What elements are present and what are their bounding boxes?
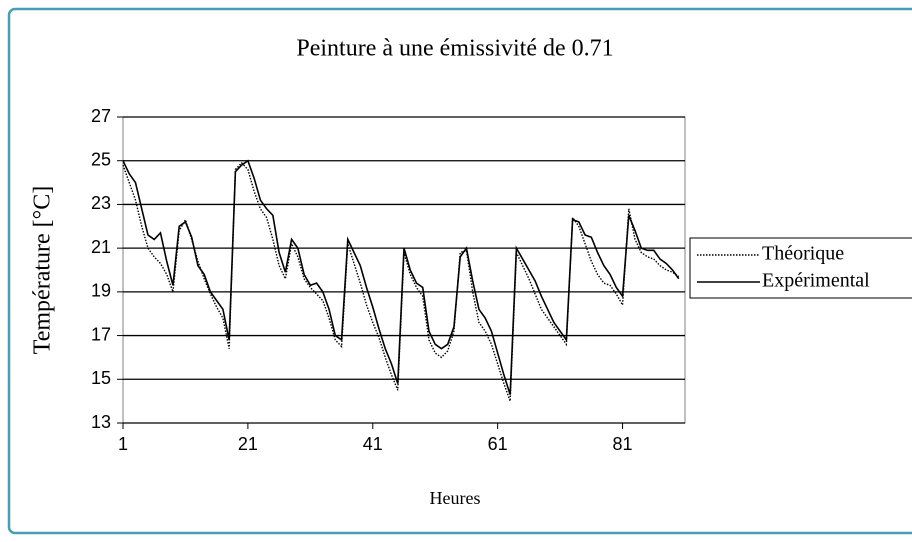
x-axis-label: Heures	[430, 488, 481, 508]
y-tick-label: 25	[91, 149, 111, 169]
y-axis-label: Température [°C]	[30, 186, 56, 355]
legend-box	[689, 237, 912, 299]
y-tick-label: 23	[91, 193, 111, 213]
legend-label: Théorique	[762, 243, 844, 265]
y-tick-label: 17	[91, 324, 111, 344]
series-line	[122, 159, 680, 395]
y-tick-label: 13	[91, 412, 111, 432]
legend-label: Expérimental	[762, 270, 870, 292]
y-tick-label: 15	[91, 368, 111, 388]
chart-title: Peinture à une émissivité de 0.71	[296, 36, 613, 62]
x-tick-label: 81	[613, 434, 633, 454]
y-tick-label: 21	[91, 237, 111, 257]
x-tick-label: 61	[488, 434, 508, 454]
x-tick-label: 1	[118, 434, 128, 454]
x-tick-label: 41	[363, 434, 383, 454]
x-tick-label: 21	[238, 434, 258, 454]
plot-area	[122, 116, 686, 424]
y-tick-label: 27	[91, 106, 111, 126]
y-tick-label: 19	[91, 281, 111, 301]
